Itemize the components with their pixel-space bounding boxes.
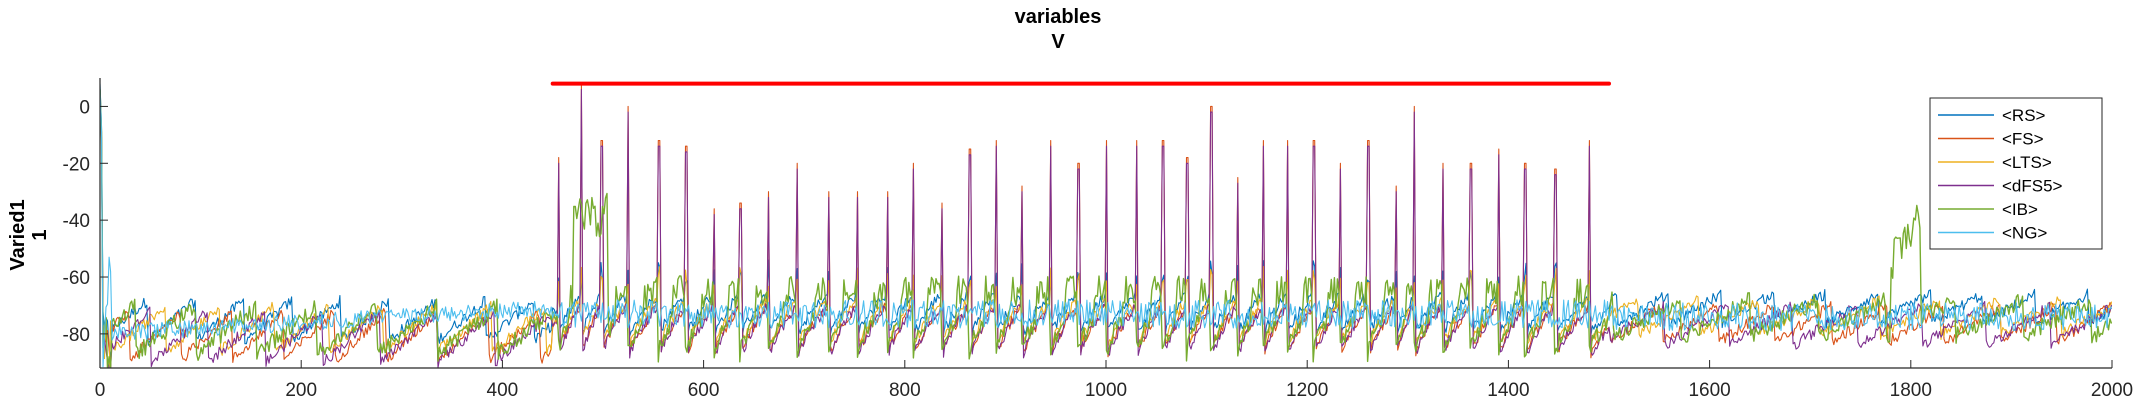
y-tick-label: -40 [63, 211, 90, 232]
x-tick-label: 1000 [1085, 380, 1127, 400]
series-lines [100, 83, 2112, 368]
legend-box [1929, 97, 2103, 250]
legend-label: <NG> [2002, 224, 2047, 243]
x-tick-label: 1800 [1890, 380, 1932, 400]
chart-title: variables [1015, 6, 1102, 28]
chart-subtitle: V [1051, 31, 1065, 53]
x-tick-label: 1400 [1487, 380, 1529, 400]
legend-label: <dFS5> [2002, 177, 2063, 196]
y-tick-label: -20 [63, 154, 90, 175]
x-tick-label: 1200 [1286, 380, 1328, 400]
x-tick-label: 600 [688, 380, 720, 400]
legend: <RS> <FS> <LTS> <dFS5> <IB> <NG> [1929, 97, 2103, 250]
x-tick-label: 400 [487, 380, 519, 400]
y-tick-label: -60 [63, 268, 90, 289]
y-tick-label: 0 [79, 97, 90, 118]
y-axis-label-line-2: 1 [29, 229, 51, 240]
legend-label: <LTS> [2002, 153, 2052, 172]
x-tick-label: 1600 [1688, 380, 1730, 400]
series-line [100, 89, 2112, 368]
y-tick-label: -80 [63, 325, 90, 346]
x-tick-label: 800 [889, 380, 921, 400]
y-axis-label-line-1: Varied1 [7, 199, 29, 270]
legend-label: <RS> [2002, 106, 2046, 125]
series-line [100, 88, 2112, 368]
legend-label: <IB> [2002, 200, 2038, 219]
axes: 0 200 400 600 800 1000 1200 1400 1600 1800 2000 0 -2… [63, 78, 2133, 400]
x-tick-label: 200 [285, 380, 317, 400]
legend-label: <FS> [2002, 130, 2044, 149]
x-tick-label: 0 [95, 380, 106, 400]
x-tick-label: 2000 [2091, 380, 2133, 400]
